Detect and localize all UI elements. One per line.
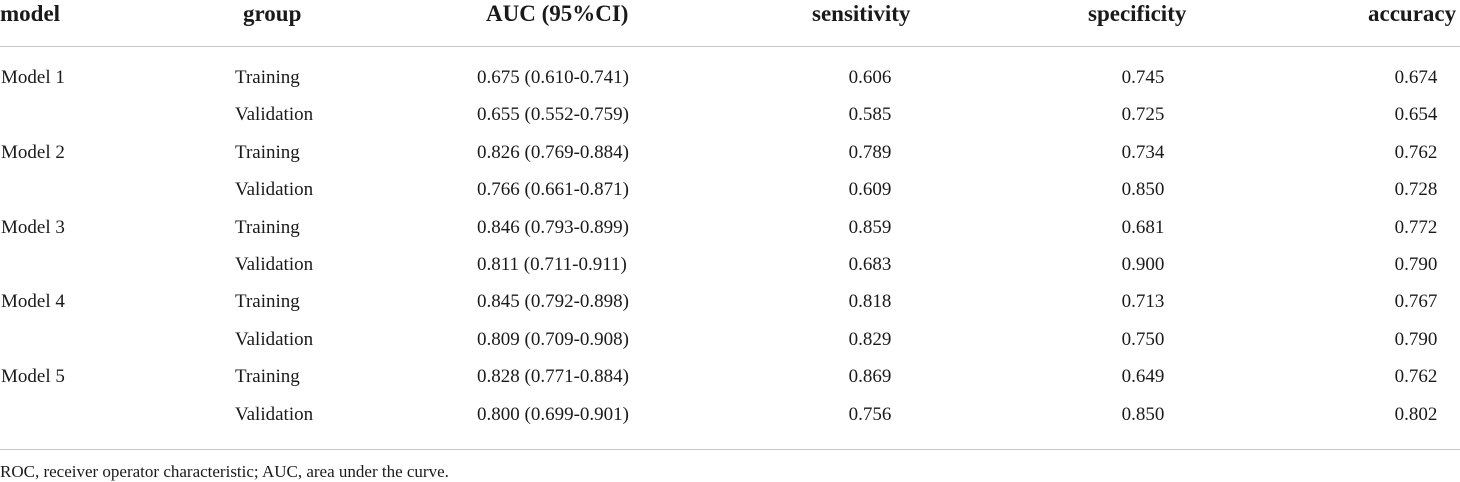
cell-accuracy: 0.762 xyxy=(1394,366,1438,388)
cell-accuracy: 0.728 xyxy=(1394,179,1438,201)
cell-auc: 0.811 (0.711-0.911) xyxy=(477,253,627,275)
cell-group: Training xyxy=(235,366,300,388)
cell-model: Model 1 xyxy=(1,67,65,88)
header-auc: AUC (95%CI) xyxy=(486,1,629,26)
cell-sensitivity: 0.585 xyxy=(848,104,892,126)
cell-sensitivity: 0.859 xyxy=(848,216,892,238)
cell-sensitivity: 0.683 xyxy=(848,253,892,275)
footer-rule xyxy=(0,449,1460,450)
cell-accuracy: 0.674 xyxy=(1394,67,1438,88)
cell-specificity: 0.725 xyxy=(1121,104,1165,126)
cell-model: Model 3 xyxy=(1,216,65,238)
table-row: Model 4 Training 0.845 (0.792-0.898) 0.8… xyxy=(0,284,1460,321)
cell-model: Model 5 xyxy=(1,366,65,388)
cell-auc: 0.675 (0.610-0.741) xyxy=(477,67,629,88)
table-row: Validation 0.809 (0.709-0.908) 0.829 0.7… xyxy=(0,322,1460,359)
cell-specificity: 0.750 xyxy=(1121,328,1165,350)
cell-model: Model 2 xyxy=(1,141,65,163)
cell-auc: 0.846 (0.793-0.899) xyxy=(477,216,629,238)
table-row: Model 5 Training 0.828 (0.771-0.884) 0.8… xyxy=(0,359,1460,396)
header-sensitivity: sensitivity xyxy=(812,1,911,26)
table-row: Validation 0.800 (0.699-0.901) 0.756 0.8… xyxy=(0,397,1460,434)
table-row: Model 2 Training 0.826 (0.769-0.884) 0.7… xyxy=(0,135,1460,172)
cell-specificity: 0.649 xyxy=(1121,366,1165,388)
cell-sensitivity: 0.818 xyxy=(848,291,892,313)
table-row: Validation 0.811 (0.711-0.911) 0.683 0.9… xyxy=(0,247,1460,284)
cell-sensitivity: 0.789 xyxy=(848,141,892,163)
header-rule xyxy=(0,46,1460,47)
table-header: model group AUC (95%CI) sensitivity spec… xyxy=(0,0,1460,46)
cell-specificity: 0.734 xyxy=(1121,141,1165,163)
table-row: Validation 0.766 (0.661-0.871) 0.609 0.8… xyxy=(0,172,1460,209)
cell-accuracy: 0.654 xyxy=(1394,104,1438,126)
cell-group: Training xyxy=(235,67,300,88)
cell-specificity: 0.850 xyxy=(1121,403,1165,425)
cell-model: Model 4 xyxy=(1,291,65,313)
table-row: Model 1 Training 0.675 (0.610-0.741) 0.6… xyxy=(0,60,1460,97)
table-row: Validation 0.655 (0.552-0.759) 0.585 0.7… xyxy=(0,97,1460,134)
cell-accuracy: 0.762 xyxy=(1394,141,1438,163)
table-footnote: ROC, receiver operator characteristic; A… xyxy=(0,462,449,481)
cell-specificity: 0.900 xyxy=(1121,253,1165,275)
cell-group: Training xyxy=(235,216,300,238)
cell-auc: 0.766 (0.661-0.871) xyxy=(477,179,629,201)
header-model: model xyxy=(0,1,61,26)
cell-auc: 0.655 (0.552-0.759) xyxy=(477,104,629,126)
table-body: Model 1 Training 0.675 (0.610-0.741) 0.6… xyxy=(0,60,1460,434)
cell-group: Validation xyxy=(235,328,314,350)
header-accuracy: accuracy xyxy=(1368,1,1457,26)
cell-group: Validation xyxy=(235,403,314,425)
cell-specificity: 0.713 xyxy=(1121,291,1165,313)
cell-auc: 0.826 (0.769-0.884) xyxy=(477,141,629,163)
cell-group: Validation xyxy=(235,253,314,275)
cell-sensitivity: 0.869 xyxy=(848,366,892,388)
cell-accuracy: 0.802 xyxy=(1394,403,1438,425)
cell-group: Training xyxy=(235,141,300,163)
cell-accuracy: 0.772 xyxy=(1394,216,1438,238)
header-group: group xyxy=(243,1,302,26)
cell-auc: 0.828 (0.771-0.884) xyxy=(477,366,629,388)
cell-group: Training xyxy=(235,291,300,313)
cell-group: Validation xyxy=(235,179,314,201)
cell-specificity: 0.850 xyxy=(1121,179,1165,201)
cell-accuracy: 0.790 xyxy=(1394,253,1438,275)
cell-accuracy: 0.767 xyxy=(1394,291,1438,313)
cell-auc: 0.845 (0.792-0.898) xyxy=(477,291,629,313)
header-specificity: specificity xyxy=(1088,1,1187,26)
cell-sensitivity: 0.609 xyxy=(848,179,892,201)
cell-group: Validation xyxy=(235,104,314,126)
cell-sensitivity: 0.606 xyxy=(848,67,892,88)
cell-auc: 0.800 (0.699-0.901) xyxy=(477,403,629,425)
table-row: Model 3 Training 0.846 (0.793-0.899) 0.8… xyxy=(0,210,1460,247)
cell-specificity: 0.745 xyxy=(1121,67,1165,88)
cell-sensitivity: 0.829 xyxy=(848,328,892,350)
cell-sensitivity: 0.756 xyxy=(848,403,892,425)
cell-auc: 0.809 (0.709-0.908) xyxy=(477,328,629,350)
cell-accuracy: 0.790 xyxy=(1394,328,1438,350)
cell-specificity: 0.681 xyxy=(1121,216,1165,238)
